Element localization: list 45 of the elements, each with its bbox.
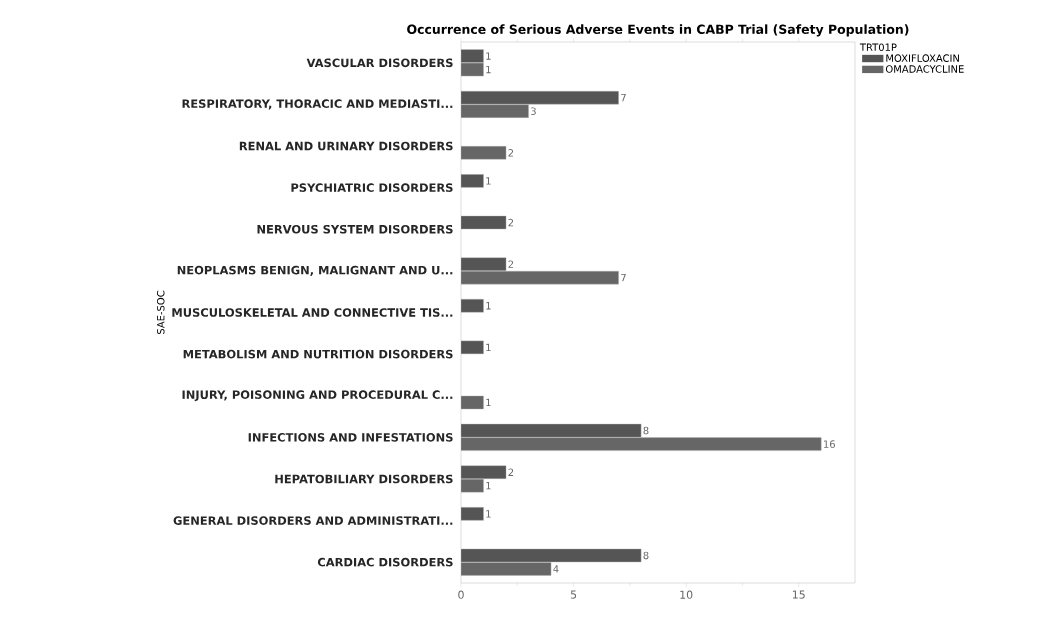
data-label: 16 [824, 440, 835, 448]
y-tick-label: HEPATOBILIARY DISORDERS [275, 474, 453, 484]
legend-label: OMADACYCLINE [885, 65, 964, 73]
y-tick-label: INJURY, POISONING AND PROCEDURAL C... [182, 390, 453, 402]
data-label: 2 [508, 468, 514, 476]
legend-label: MOXIFLOXACIN [886, 54, 959, 62]
x-tick-label: 10 [680, 590, 693, 599]
x-tick-label: 5 [570, 590, 577, 599]
y-tick-label: RENAL AND URINARY DISORDERS [239, 141, 453, 151]
x-tick-label: 15 [792, 590, 805, 599]
y-tick-label: NEOPLASMS BENIGN, MALIGNANT AND U... [177, 265, 453, 276]
y-tick-label: MUSCULOSKELETAL AND CONNECTIVE TIS... [172, 308, 453, 317]
data-label: 1 [486, 343, 491, 351]
y-tick-label: METABOLISM AND NUTRITION DISORDERS [183, 349, 453, 359]
y-tick-label: CARDIAC DISORDERS [317, 557, 453, 567]
data-label: 1 [486, 65, 491, 74]
bar [461, 562, 552, 576]
data-label: 1 [486, 302, 491, 310]
data-label: 2 [508, 149, 514, 157]
data-label: 1 [486, 398, 491, 407]
bar [461, 437, 822, 451]
data-label: 1 [486, 177, 491, 185]
data-label: 2 [508, 260, 514, 268]
bar [461, 90, 619, 105]
y-tick-label: GENERAL DISORDERS AND ADMINISTRATI... [173, 516, 453, 525]
data-label: 8 [643, 551, 649, 560]
y-tick-label: NERVOUS SYSTEM DISORDERS [257, 224, 453, 234]
data-label: 7 [621, 94, 626, 102]
y-tick-label: INFECTIONS AND INFESTATIONS [248, 433, 453, 442]
chart-title: Occurrence of Serious Adverse Events in CABP Trial (Safety Population) [407, 24, 909, 37]
y-tick-label: VASCULAR DISORDERS [306, 58, 453, 68]
bar [461, 104, 529, 118]
legend-title: TRT01P [859, 43, 897, 52]
y-axis-title: SAE-SOC [156, 290, 165, 335]
data-label: 1 [486, 482, 491, 490]
data-label: 8 [643, 426, 649, 435]
x-tick-label: 0 [458, 590, 464, 599]
data-label: 4 [553, 565, 559, 573]
y-tick-label: RESPIRATORY, THORACIC AND MEDIASTI... [182, 99, 453, 110]
data-label: 2 [508, 218, 514, 227]
data-label: 7 [621, 274, 626, 282]
data-label: 1 [486, 510, 491, 518]
y-tick-label: PSYCHIATRIC DISORDERS [291, 183, 453, 192]
data-label: 1 [486, 52, 491, 60]
data-label: 3 [531, 107, 536, 115]
